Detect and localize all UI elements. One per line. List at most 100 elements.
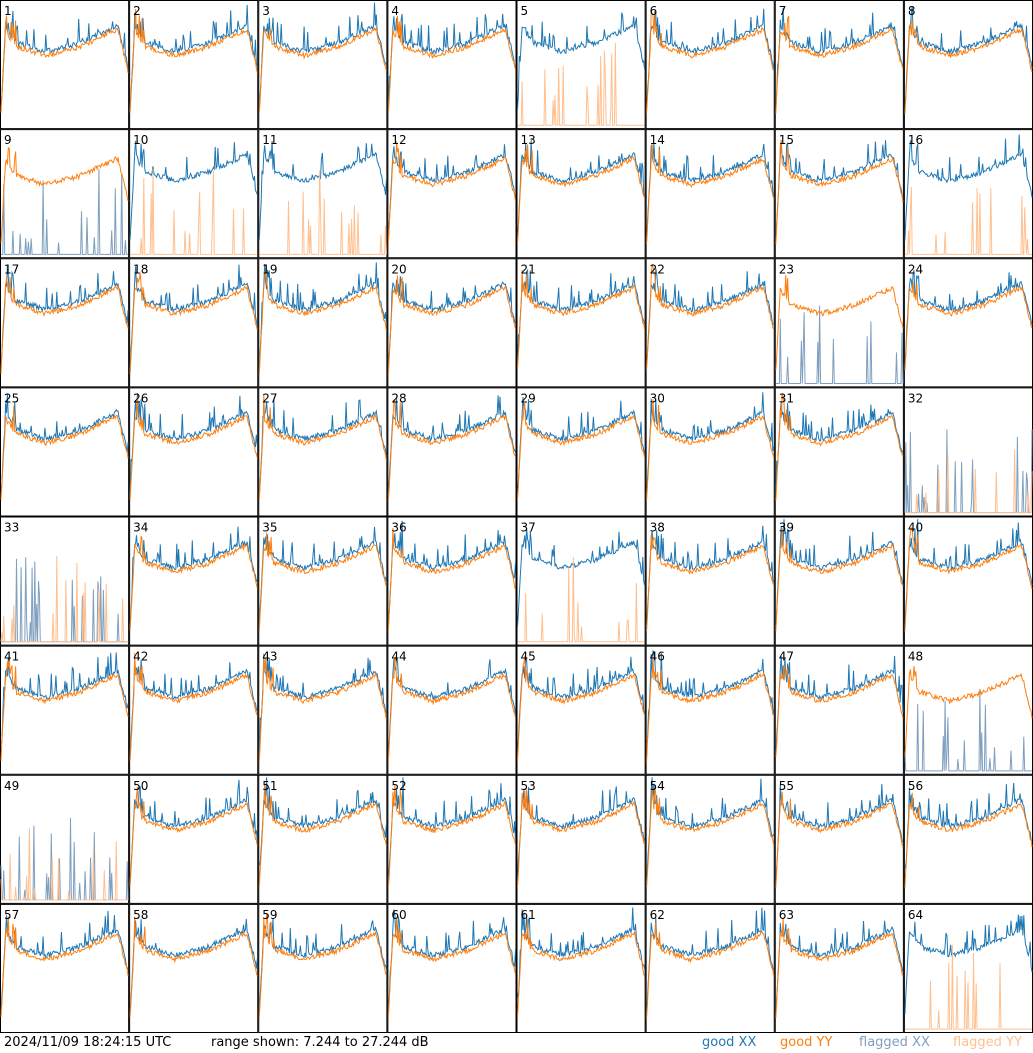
panel-61: 61 xyxy=(516,903,646,1033)
panel-frame xyxy=(903,387,1033,517)
panel-number-label: 47 xyxy=(779,650,794,664)
good-yy-line xyxy=(517,144,646,244)
panel-number-label: 12 xyxy=(391,133,406,147)
panel-frame xyxy=(387,645,517,775)
flagged-yy-line xyxy=(517,43,645,126)
panel-18: 18 xyxy=(129,258,259,388)
good-xx-line xyxy=(0,910,129,1014)
panel-frame xyxy=(0,0,130,130)
panel-8: 8 xyxy=(903,0,1033,130)
panel-37: 37 xyxy=(516,516,646,646)
panel-frame xyxy=(258,129,388,259)
panel-frame xyxy=(258,645,388,775)
panel-number-label: 34 xyxy=(133,521,148,535)
good-xx-line xyxy=(129,659,258,758)
panel-52: 52 xyxy=(387,774,517,904)
good-yy-line xyxy=(258,657,387,762)
panel-number-label: 43 xyxy=(262,650,277,664)
panel-62: 62 xyxy=(645,903,775,1033)
panel-frame xyxy=(129,903,259,1033)
panel-3: 3 xyxy=(258,0,388,130)
panel-45: 45 xyxy=(516,645,646,775)
panel-36: 36 xyxy=(387,516,517,646)
good-yy-line xyxy=(0,659,129,761)
footer: 2024/11/09 18:24:15 UTC range shown: 7.2… xyxy=(0,1033,1033,1053)
panel-46: 46 xyxy=(645,645,775,775)
good-xx-line xyxy=(517,907,646,999)
good-xx-line xyxy=(129,140,258,240)
panel-13: 13 xyxy=(516,129,646,259)
panel-number-label: 48 xyxy=(908,650,923,664)
panel-frame xyxy=(258,774,388,904)
panel-frame xyxy=(129,774,259,904)
panel-53: 53 xyxy=(516,774,646,904)
panel-number-label: 16 xyxy=(908,133,923,147)
panel-frame xyxy=(258,0,388,130)
good-xx-line xyxy=(258,777,387,866)
good-yy-line xyxy=(775,791,904,888)
panel-number-label: 23 xyxy=(779,262,794,276)
panel-frame xyxy=(129,0,259,130)
panel-16: 16 xyxy=(903,129,1033,259)
panel-5: 5 xyxy=(516,0,646,130)
panel-number-label: 35 xyxy=(262,521,277,535)
panel-number-label: 51 xyxy=(262,779,277,793)
good-xx-line xyxy=(387,657,516,758)
good-xx-line xyxy=(387,13,516,110)
good-yy-line xyxy=(129,916,258,1018)
good-yy-line xyxy=(775,393,904,501)
legend-good-yy: good YY xyxy=(780,1035,833,1050)
good-yy-line xyxy=(775,139,904,245)
panel-frame xyxy=(516,774,646,904)
panel-number-label: 56 xyxy=(908,779,923,793)
panel-frame xyxy=(0,774,130,904)
panel-26: 26 xyxy=(129,387,259,517)
panel-frame xyxy=(903,774,1033,904)
panel-number-label: 27 xyxy=(262,391,277,405)
panel-number-label: 49 xyxy=(4,779,19,793)
panel-number-label: 7 xyxy=(779,4,787,18)
panel-32: 32 xyxy=(903,387,1033,517)
panel-4: 4 xyxy=(387,0,517,130)
good-yy-line xyxy=(258,784,387,887)
panel-47: 47 xyxy=(774,645,904,775)
panel-11: 11 xyxy=(258,129,388,259)
good-xx-line xyxy=(646,777,775,884)
panel-frame xyxy=(129,129,259,259)
good-yy-line xyxy=(646,263,775,370)
flagged-yy-line xyxy=(904,449,1033,514)
good-yy-line xyxy=(646,399,775,501)
panel-frame xyxy=(774,645,904,775)
panel-number-label: 14 xyxy=(650,133,665,147)
good-yy-line xyxy=(775,274,904,370)
panel-30: 30 xyxy=(645,387,775,517)
panel-frame xyxy=(516,258,646,388)
panel-frame xyxy=(645,645,775,775)
good-yy-line xyxy=(129,272,258,375)
good-xx-line xyxy=(775,783,904,884)
panel-14: 14 xyxy=(645,129,775,259)
panel-number-label: 52 xyxy=(391,779,406,793)
panel-frame xyxy=(258,903,388,1033)
panel-25: 25 xyxy=(0,387,130,517)
good-yy-line xyxy=(646,922,775,1018)
panel-frame xyxy=(645,903,775,1033)
panel-60: 60 xyxy=(387,903,517,1033)
panel-28: 28 xyxy=(387,387,517,517)
panel-frame xyxy=(516,645,646,775)
good-xx-line xyxy=(258,918,387,1014)
good-xx-line xyxy=(775,140,904,241)
good-yy-line xyxy=(517,919,646,1018)
panel-40: 40 xyxy=(903,516,1033,646)
panel-frame xyxy=(129,645,259,775)
panel-frame xyxy=(129,387,259,517)
good-yy-line xyxy=(904,666,1033,757)
good-xx-line xyxy=(258,526,387,627)
flagged-yy-line xyxy=(517,556,645,643)
good-yy-line xyxy=(258,532,387,631)
panel-2: 2 xyxy=(129,0,259,130)
good-xx-line xyxy=(904,134,1033,241)
good-xx-line xyxy=(258,140,387,240)
good-yy-line xyxy=(646,788,775,888)
good-xx-line xyxy=(517,12,646,110)
